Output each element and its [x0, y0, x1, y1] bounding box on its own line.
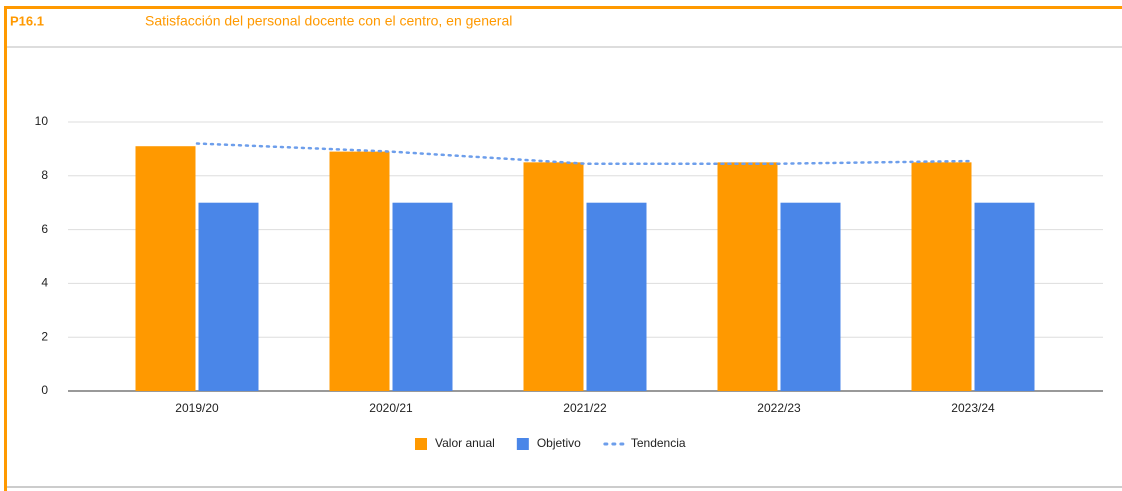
header-title: Satisfacción del personal docente con el…: [145, 13, 512, 29]
bar: [523, 162, 584, 391]
bar: [974, 202, 1035, 391]
top-border: [4, 6, 1122, 9]
x-tick-label: 2020/21: [369, 401, 413, 415]
bar: [198, 202, 259, 391]
y-tick-label: 2: [41, 329, 48, 343]
y-tick-label: 6: [41, 222, 48, 236]
bar: [911, 162, 972, 391]
left-border: [4, 6, 7, 491]
y-tick-label: 0: [41, 383, 48, 397]
bar: [717, 162, 778, 391]
y-tick-label: 10: [35, 114, 49, 128]
bar: [329, 151, 390, 391]
legend-swatch: [415, 438, 427, 450]
y-tick-label: 4: [41, 276, 48, 290]
legend-swatch: [516, 438, 529, 450]
bar: [586, 202, 647, 391]
code: P16.1: [10, 13, 44, 28]
x-tick-label: 2023/24: [951, 401, 995, 415]
legend-label: Tendencia: [631, 436, 686, 450]
x-tick-label: 2019/20: [175, 401, 219, 415]
x-tick-label: 2021/22: [563, 401, 607, 415]
y-tick-label: 8: [41, 168, 48, 182]
bar: [392, 202, 453, 391]
x-tick-label: 2022/23: [757, 401, 801, 415]
bar: [135, 146, 196, 391]
legend-label: Valor anual: [435, 436, 495, 450]
trend-line: [195, 142, 975, 165]
legend-label: Objetivo: [537, 436, 581, 450]
bar: [780, 202, 841, 391]
